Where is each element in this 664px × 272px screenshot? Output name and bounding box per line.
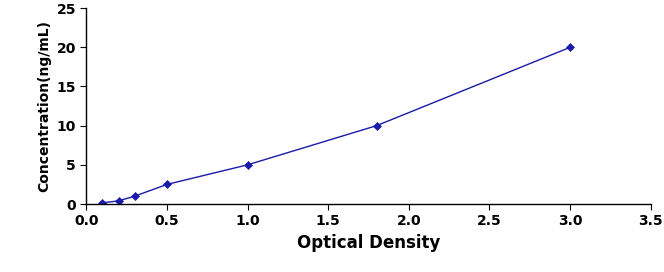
X-axis label: Optical Density: Optical Density xyxy=(297,234,440,252)
Y-axis label: Concentration(ng/mL): Concentration(ng/mL) xyxy=(37,20,51,192)
